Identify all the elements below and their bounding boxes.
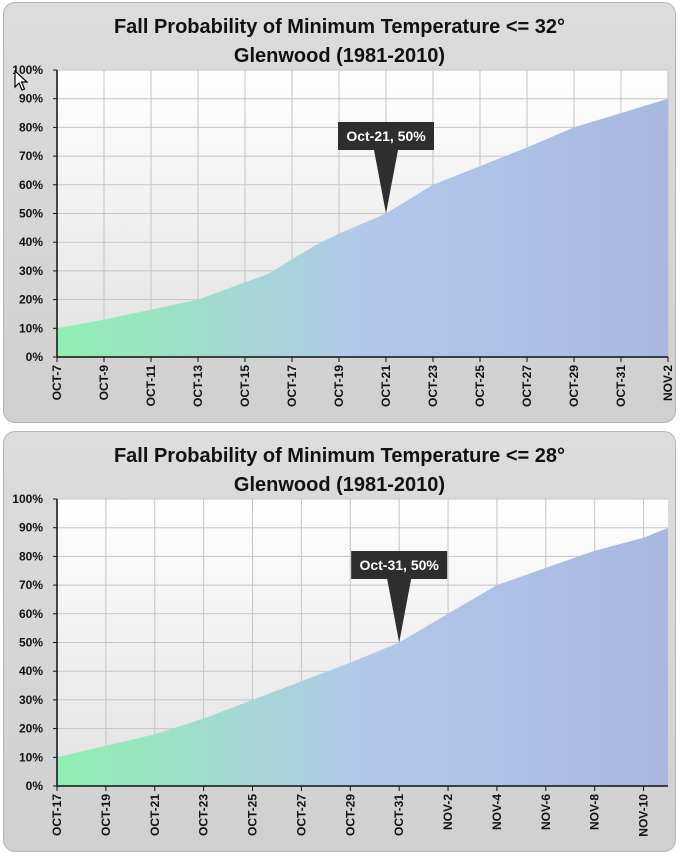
- y-tick-label: 10%: [19, 750, 43, 764]
- x-tick-label: OCT-27: [520, 365, 534, 407]
- chart-subtitle: Glenwood (1981-2010): [233, 45, 446, 67]
- x-tick-label: OCT-15: [238, 365, 252, 407]
- probability-area: [57, 98, 668, 357]
- y-tick-label: 100%: [12, 492, 43, 506]
- x-tick-label: OCT-13: [191, 365, 205, 407]
- y-tick-label: 30%: [19, 693, 43, 707]
- chart-title-line: Fall Probability of Minimum Temperature …: [113, 445, 566, 467]
- x-tick-label: NOV-10: [637, 794, 651, 837]
- x-tick-label: OCT-17: [285, 365, 299, 407]
- chart-subtitle: Glenwood (1981-2010): [233, 474, 446, 496]
- y-tick-label: 80%: [19, 549, 43, 563]
- x-tick-label: NOV-2: [661, 365, 675, 401]
- x-tick-label: NOV-2: [441, 794, 455, 830]
- y-tick-label: 0%: [26, 779, 44, 793]
- callout-label: Oct-31, 50%: [359, 557, 439, 573]
- y-tick-label: 30%: [19, 264, 43, 278]
- x-tick-label: OCT-27: [294, 794, 308, 836]
- y-tick-label: 10%: [19, 321, 43, 335]
- x-tick-label: OCT-17: [50, 794, 64, 836]
- x-tick-label: NOV-8: [588, 794, 602, 830]
- callout-pointer: [387, 579, 412, 643]
- y-tick-label: 20%: [19, 293, 43, 307]
- x-tick-label: OCT-19: [332, 365, 346, 407]
- y-tick-label: 50%: [19, 636, 43, 650]
- x-tick-label: OCT-29: [343, 794, 357, 836]
- chart-title: Fall Probability of Minimum Temperature …: [4, 13, 675, 71]
- x-tick-label: OCT-9: [97, 365, 111, 401]
- callout-pointer: [374, 150, 398, 214]
- x-tick-label: OCT-31: [614, 365, 628, 407]
- probability-chart-28: 0% 10% 20% 30% 40% 50% 60% 70% 80% 90% 100% OCT-17 O…: [12, 492, 668, 837]
- y-tick-label: 60%: [19, 178, 43, 192]
- x-tick-label: NOV-4: [490, 794, 504, 830]
- probability-chart-32: 0% 10% 20% 30% 40% 50% 60% 70% 80% 90% 100% OCT-7 OC…: [12, 63, 675, 407]
- y-tick-label: 60%: [19, 607, 43, 621]
- x-tick-label: OCT-31: [392, 794, 406, 836]
- y-tick-label: 90%: [19, 521, 43, 535]
- x-tick-label: OCT-19: [99, 794, 113, 836]
- y-tick-label: 100%: [12, 63, 43, 77]
- x-tick-label: OCT-21: [379, 365, 393, 407]
- x-tick-label: OCT-7: [50, 365, 64, 401]
- y-tick-label: 0%: [26, 350, 44, 364]
- callout-box: [338, 122, 434, 151]
- x-tick-label: OCT-25: [246, 794, 260, 836]
- annotation-callout: Oct-21, 50%: [338, 122, 434, 214]
- y-tick-label: 70%: [19, 149, 43, 163]
- chart-panel-32: Fall Probability of Minimum Temperature …: [3, 2, 676, 423]
- x-tick-label: NOV-6: [539, 794, 553, 830]
- y-tick-label: 40%: [19, 664, 43, 678]
- y-tick-label: 20%: [19, 722, 43, 736]
- callout-label: Oct-21, 50%: [346, 128, 426, 144]
- y-tick-label: 40%: [19, 235, 43, 249]
- x-tick-label: OCT-25: [473, 365, 487, 407]
- mouse-pointer-icon: [14, 70, 28, 91]
- chart-panel-28: Fall Probability of Minimum Temperature …: [3, 431, 676, 852]
- y-tick-label: 70%: [19, 578, 43, 592]
- annotation-callout: Oct-31, 50%: [351, 551, 448, 643]
- x-tick-label: OCT-11: [144, 365, 158, 407]
- x-tick-label: OCT-29: [567, 365, 581, 407]
- x-tick-label: OCT-23: [426, 365, 440, 407]
- y-tick-label: 90%: [19, 92, 43, 106]
- x-tick-label: OCT-23: [197, 794, 211, 836]
- probability-area: [57, 527, 668, 786]
- chart-title: Fall Probability of Minimum Temperature …: [4, 442, 675, 500]
- y-tick-label: 80%: [19, 120, 43, 134]
- callout-box: [351, 551, 448, 580]
- y-tick-label: 50%: [19, 207, 43, 221]
- x-tick-label: OCT-21: [148, 794, 162, 836]
- chart-title-line: Fall Probability of Minimum Temperature …: [113, 16, 566, 38]
